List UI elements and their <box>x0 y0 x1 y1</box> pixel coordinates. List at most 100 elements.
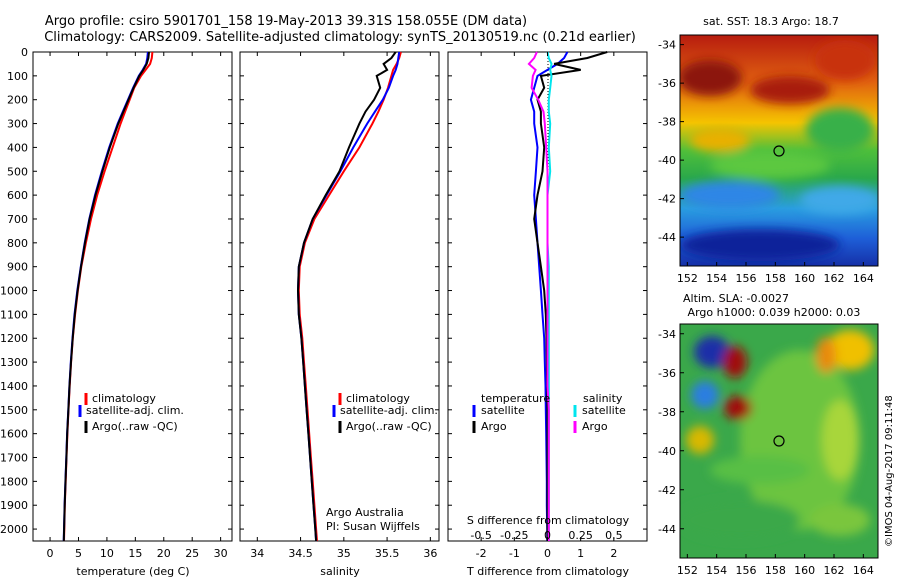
sst-map-frame <box>679 34 879 267</box>
x-tick-label: 15 <box>128 547 142 560</box>
depth-tick-label: 1400 <box>0 380 28 393</box>
map-x-tick-label: 162 <box>824 564 845 577</box>
difference-top-x-ticks: -0.5 -0.25 0 0.25 0.5 <box>470 529 622 542</box>
x-tick-label: 1 <box>577 547 584 560</box>
x-tick-label: 0 <box>544 547 551 560</box>
depth-tick-label: 700 <box>7 213 28 226</box>
map-x-tick-label: 160 <box>794 564 815 577</box>
sla-map-title-line2: Argo h1000: 0.039 h2000: 0.03 <box>688 306 861 319</box>
depth-tick-label: 100 <box>7 70 28 83</box>
depth-tick-label: 0 <box>21 46 28 59</box>
depth-tick-label: 1100 <box>0 308 28 321</box>
depth-tick-label: 200 <box>7 94 28 107</box>
sst-map-title: sat. SST: 18.3 Argo: 18.7 <box>703 15 839 28</box>
depth-tick-label: 600 <box>7 189 28 202</box>
top-x-tick-label: -0.5 <box>470 529 491 542</box>
header-title-line2: Climatology: CARS2009. Satellite-adjuste… <box>44 30 636 45</box>
depth-tick-label: 1800 <box>0 475 28 488</box>
sla-map-image <box>680 324 878 558</box>
x-tick-label: 20 <box>157 547 171 560</box>
series-line-satellite-adj-clim <box>296 51 401 542</box>
depth-tick-labels: 0 100 200 300 400 500 600 700 800 900 1000 1100 1200… <box>0 46 28 536</box>
difference-plot <box>527 51 608 541</box>
depth-tick-label: 1200 <box>0 332 28 345</box>
map-x-tick-label: 162 <box>824 272 845 285</box>
map-x-tick-label: 154 <box>706 564 727 577</box>
salinity-plot <box>296 51 402 542</box>
salinity-legend: climatology satellite-adj. clim. Argo(..… <box>332 392 438 433</box>
map-y-tick-label: -44 <box>658 523 676 536</box>
map-y-tick-label: -38 <box>658 406 676 419</box>
depth-tick-marks <box>33 51 647 530</box>
imos-credit: ©IMOS 04-Aug-2017 09:11:48 <box>884 395 895 547</box>
salinity-x-label: salinity <box>320 565 360 578</box>
map-x-tick-label: 164 <box>853 272 874 285</box>
map-y-tick-label: -40 <box>658 154 676 167</box>
temperature-x-label: temperature (deg C) <box>76 565 189 578</box>
map-x-tick-label: 152 <box>677 564 698 577</box>
map-x-tick-label: 158 <box>765 564 786 577</box>
legend-label-sal-satellite: satellite <box>582 404 626 417</box>
map-x-tick-label: 160 <box>794 272 815 285</box>
depth-tick-label: 1000 <box>0 285 28 298</box>
map-x-tick-label: 152 <box>677 272 698 285</box>
depth-tick-label: 800 <box>7 237 28 250</box>
x-tick-label: 30 <box>214 547 228 560</box>
legend-label-temp-argo: Argo <box>481 420 507 433</box>
map-y-tick-label: -44 <box>658 231 676 244</box>
salinity-panel-frame <box>239 51 440 542</box>
legend-label-sal-argo: Argo <box>582 420 608 433</box>
map-x-tick-label: 164 <box>853 564 874 577</box>
map-y-tick-label: -38 <box>658 116 676 129</box>
series-line-salinity-argo <box>527 51 550 541</box>
sst-map-image <box>680 35 878 266</box>
x-tick-label: -2 <box>476 547 487 560</box>
legend-label-temp-satellite: satellite <box>481 404 525 417</box>
legend-label-satellite: satellite-adj. clim. <box>86 404 184 417</box>
legend-label-climatology: climatology <box>92 392 156 405</box>
legend-header-salinity: salinity <box>583 392 623 405</box>
temperature-plot <box>62 51 154 542</box>
salinity-difference-label: S difference from climatology <box>467 514 630 527</box>
annotation-argo-australia: Argo Australia <box>326 506 404 519</box>
difference-legend: temperature salinity satellite Argo sate… <box>472 392 626 433</box>
x-tick-label: 35.5 <box>375 547 400 560</box>
x-tick-label: 34.5 <box>288 547 313 560</box>
map-x-tick-label: 156 <box>736 272 757 285</box>
legend-header-temperature: temperature <box>481 392 550 405</box>
annotation-pi-name: PI: Susan Wijffels <box>326 520 420 533</box>
x-tick-label: -1 <box>509 547 520 560</box>
x-tick-label: 0 <box>47 547 54 560</box>
map-y-tick-label: -42 <box>658 484 676 497</box>
difference-x-ticks: -2 -1 0 1 2 <box>476 52 617 560</box>
map-y-tick-label: -40 <box>658 445 676 458</box>
x-tick-label: 2 <box>610 547 617 560</box>
depth-tick-label: 400 <box>7 141 28 154</box>
temperature-difference-label: T difference from climatology <box>466 565 629 578</box>
map-y-tick-label: -34 <box>658 328 676 341</box>
depth-tick-label: 900 <box>7 261 28 274</box>
legend-label-argo: Argo(..raw -QC) <box>92 420 178 433</box>
map-y-tick-label: -36 <box>658 77 676 90</box>
temperature-legend: climatology satellite-adj. clim. Argo(..… <box>78 392 184 433</box>
x-tick-label: 35 <box>337 547 351 560</box>
x-tick-label: 34 <box>250 547 264 560</box>
map-y-tick-label: -36 <box>658 367 676 380</box>
sst-argo-location-marker <box>773 145 785 157</box>
depth-tick-label: 300 <box>7 118 28 131</box>
top-x-tick-label: 0.25 <box>568 529 593 542</box>
x-tick-label: 25 <box>185 547 199 560</box>
depth-tick-label: 1500 <box>0 404 28 417</box>
map-y-tick-label: -42 <box>658 193 676 206</box>
top-x-tick-label: 0 <box>544 529 551 542</box>
top-x-tick-label: -0.25 <box>500 529 528 542</box>
series-line-argo-raw-qc <box>62 51 150 542</box>
sst-map-ticks: 152 154 156 158 160 162 164 -34 -36 -38 -40 -42 -44 <box>658 39 874 285</box>
x-tick-label: 10 <box>100 547 114 560</box>
legend-label-argo: Argo(..raw -QC) <box>346 420 432 433</box>
series-line-temperature-argo <box>533 51 608 541</box>
sla-map-ticks: 152 154 156 158 160 162 164 -34 -36 -38 -40 -42 -44 <box>658 328 874 577</box>
depth-tick-label: 2000 <box>0 523 28 536</box>
temperature-x-ticks: 0 5 10 15 20 25 30 <box>47 52 228 560</box>
map-x-tick-label: 158 <box>765 272 786 285</box>
